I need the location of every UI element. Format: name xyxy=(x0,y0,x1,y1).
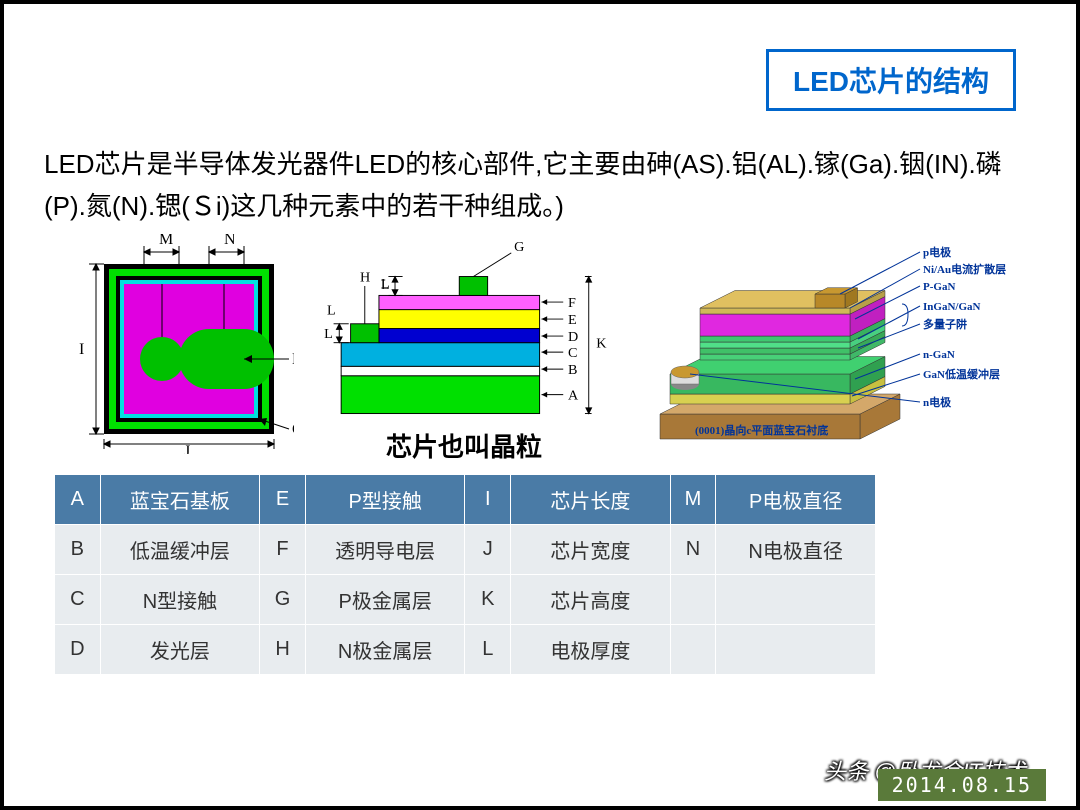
cell-val: 芯片长度 xyxy=(511,475,671,525)
svg-text:H: H xyxy=(360,269,370,285)
iso-label-2: P-GaN xyxy=(923,281,955,293)
cell-key: B xyxy=(55,525,101,575)
label-I: I xyxy=(79,341,84,358)
layer-F-tcl xyxy=(379,295,540,309)
cell-val: 电极厚度 xyxy=(511,625,671,675)
cell-val: P型接触 xyxy=(305,475,465,525)
cell-val: P电极直径 xyxy=(716,475,876,525)
electrode-G-pelec xyxy=(459,277,487,296)
cs-label-A: A xyxy=(568,387,579,403)
table-row: D发光层HN极金属层L电极厚度 xyxy=(55,625,876,675)
iso-label-4: 多量子阱 xyxy=(923,317,967,331)
label-N: N xyxy=(224,234,236,248)
date-badge: 2014.08.15 xyxy=(878,769,1046,801)
cell-val: 蓝宝石基板 xyxy=(100,475,260,525)
cs-label-E: E xyxy=(568,312,577,328)
label-G: G xyxy=(292,421,294,438)
layer-C-ntype xyxy=(341,343,539,367)
iso-label-5: n-GaN xyxy=(923,349,955,361)
table-row: CN型接触GP极金属层K芯片高度 xyxy=(55,575,876,625)
layer-A-substrate xyxy=(341,376,539,414)
cell-val: 发光层 xyxy=(100,625,260,675)
label-M: M xyxy=(159,234,173,248)
cell-val: 芯片宽度 xyxy=(511,525,671,575)
iso-label-0: p电极 xyxy=(923,245,952,259)
iso-label-1: Ni/Au电流扩散层 xyxy=(923,262,1006,276)
slide: LED芯片的结构 LED芯片是半导体发光器件LED的核心部件,它主要由砷(AS)… xyxy=(0,0,1080,810)
svg-text:L: L xyxy=(381,277,390,293)
cell-key: I xyxy=(465,475,511,525)
cell-key: F xyxy=(260,525,306,575)
iso-label-6: GaN低温缓冲层 xyxy=(923,367,1000,381)
cell-key: H xyxy=(260,625,306,675)
cell-key: K xyxy=(465,575,511,625)
cell-key: N xyxy=(670,525,716,575)
cell-val: N电极直径 xyxy=(716,525,876,575)
cell-val: P极金属层 xyxy=(305,575,465,625)
cell-key xyxy=(670,625,716,675)
layer-B-buffer xyxy=(341,366,539,375)
cell-key: L xyxy=(465,625,511,675)
cell-key: J xyxy=(465,525,511,575)
cell-val: 芯片高度 xyxy=(511,575,671,625)
cs-label-C: C xyxy=(568,345,577,361)
cs-label-D: D xyxy=(568,329,578,345)
layer-D-active xyxy=(379,329,540,343)
description-text: LED芯片是半导体发光器件LED的核心部件,它主要由砷(AS).铝(AL).镓(… xyxy=(44,144,1026,227)
svg-text:L: L xyxy=(327,302,336,318)
substrate-label: (0001)晶向c平面蓝宝石衬底 xyxy=(695,423,828,437)
cell-key: E xyxy=(260,475,306,525)
cell-val: N极金属层 xyxy=(305,625,465,675)
cell-val xyxy=(716,625,876,675)
cell-key: G xyxy=(260,575,306,625)
cell-key: C xyxy=(55,575,101,625)
cell-val: N型接触 xyxy=(100,575,260,625)
cell-key: M xyxy=(670,475,716,525)
page-title: LED芯片的结构 xyxy=(766,49,1016,111)
topview-diagram: M N I xyxy=(44,234,294,464)
cell-key: A xyxy=(55,475,101,525)
svg-text:G: G xyxy=(514,239,524,255)
electrode-H-nelec xyxy=(351,324,379,343)
label-J: J xyxy=(184,443,190,454)
iso-label-3: InGaN/GaN xyxy=(923,301,981,313)
cell-key: D xyxy=(55,625,101,675)
crosssection-diagram: FEDCBAKGHLLLL 芯片也叫晶粒 xyxy=(314,234,614,464)
cell-val: 低温缓冲层 xyxy=(100,525,260,575)
table-row: A蓝宝石基板EP型接触I芯片长度MP电极直径 xyxy=(55,475,876,525)
caption: 芯片也叫晶粒 xyxy=(386,427,542,464)
cell-val: 透明导电层 xyxy=(305,525,465,575)
cell-key xyxy=(670,575,716,625)
table-row: B低温缓冲层F透明导电层J芯片宽度NN电极直径 xyxy=(55,525,876,575)
iso3d-diagram: p电极 Ni/Au电流扩散层 P-GaN InGaN/GaN 多量子阱 n-GaN GaN低… xyxy=(634,234,1036,464)
cell-val xyxy=(716,575,876,625)
cs-label-F: F xyxy=(568,295,576,311)
cs-label-B: B xyxy=(568,362,577,378)
iso-label-7: n电极 xyxy=(923,395,952,409)
legend-table: A蓝宝石基板EP型接触I芯片长度MP电极直径B低温缓冲层F透明导电层J芯片宽度N… xyxy=(54,474,876,675)
diagram-row: M N I xyxy=(44,234,1036,464)
layer-E-pcontact xyxy=(379,310,540,329)
svg-text:K: K xyxy=(596,335,607,351)
label-H: H xyxy=(292,351,294,368)
svg-text:L: L xyxy=(324,326,333,342)
